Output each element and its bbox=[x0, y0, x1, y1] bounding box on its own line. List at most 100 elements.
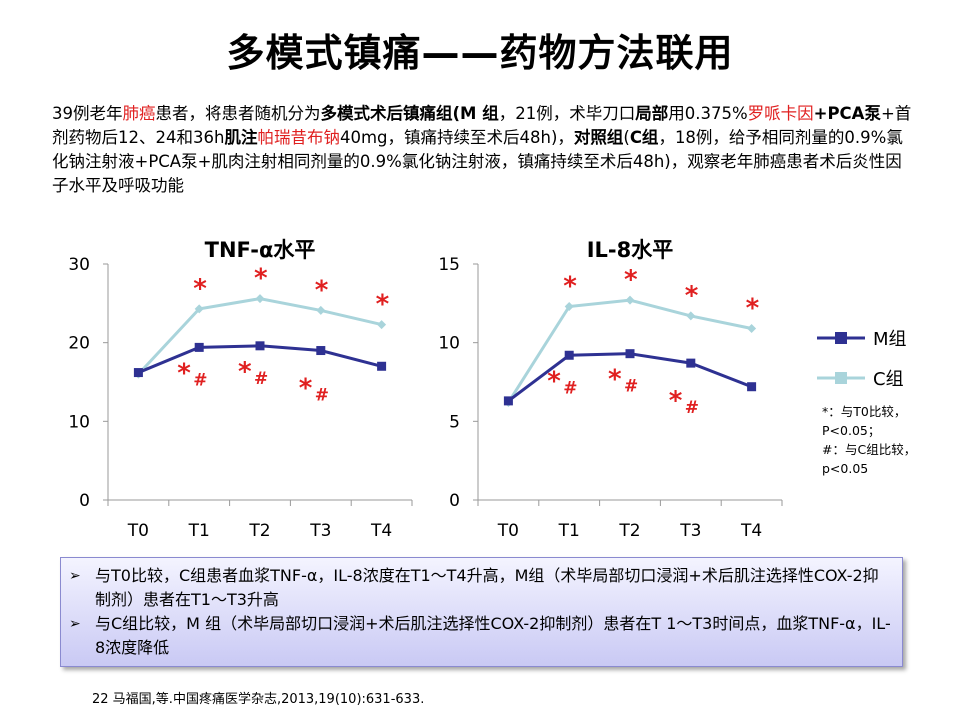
x-tick-label: T1 bbox=[558, 521, 580, 541]
data-point-m bbox=[133, 368, 143, 378]
x-tick-label: T3 bbox=[679, 521, 701, 541]
significance-star: * bbox=[254, 264, 268, 294]
data-point-c bbox=[564, 301, 574, 311]
intro-highlight: 罗哌卡因 bbox=[747, 104, 814, 123]
significance-star: * bbox=[669, 386, 683, 416]
intro-text: 40mg，镇痛持续至术后48h)， bbox=[339, 128, 574, 147]
data-point-m bbox=[194, 342, 204, 352]
arrow-bullet-icon: ➢ bbox=[69, 568, 81, 584]
intro-bold: M 组 bbox=[460, 104, 499, 123]
x-tick-label: T3 bbox=[309, 521, 331, 541]
significance-hash: # bbox=[254, 369, 268, 389]
legend-item-m: M组 bbox=[815, 318, 955, 358]
intro-bold: C组 bbox=[629, 128, 659, 147]
summary-text: 与T0比较，C组患者血浆TNF-α，IL-8浓度在T1～T4升高，M组（术毕局部… bbox=[95, 566, 879, 609]
x-tick-label: T2 bbox=[248, 521, 270, 541]
intro-text: +首剂药物后12、24和36h bbox=[52, 104, 912, 147]
note-line: P<0.05； bbox=[822, 423, 881, 438]
summary-box: ➢ 与T0比较，C组患者血浆TNF-α，IL-8浓度在T1～T4升高，M组（术毕… bbox=[60, 557, 903, 667]
x-tick-label: T0 bbox=[127, 521, 149, 541]
summary-text: 与C组比较，M 组（术毕局部切口浸润+术后肌注选择性COX-2抑制剂）患者在T … bbox=[95, 614, 891, 657]
data-point-c bbox=[686, 311, 696, 321]
intro-bold: 对照组 bbox=[573, 128, 624, 147]
y-tick-label: 5 bbox=[449, 412, 460, 432]
significance-hash: # bbox=[193, 370, 207, 390]
note-line: p<0.05 bbox=[822, 461, 869, 476]
data-point-c bbox=[377, 320, 387, 330]
significance-star: * bbox=[563, 271, 577, 301]
note-line: *：与T0比较， bbox=[822, 404, 907, 419]
series-line-c bbox=[137, 297, 382, 376]
y-tick-label: 30 bbox=[68, 255, 90, 275]
significance-star: * bbox=[624, 265, 638, 295]
intro-bold: + bbox=[813, 104, 828, 123]
data-point-c bbox=[194, 304, 204, 314]
intro-bold: ( bbox=[452, 104, 461, 123]
y-tick-label: 10 bbox=[68, 412, 90, 432]
data-point-m bbox=[747, 382, 757, 392]
y-tick-label: 10 bbox=[438, 334, 460, 354]
intro-bold: PCA泵 bbox=[827, 104, 881, 123]
data-point-m bbox=[316, 346, 326, 356]
intro-text: ，21例，术毕刀口 bbox=[498, 104, 636, 123]
intro-text: 患者，将患者随机分为 bbox=[155, 104, 321, 123]
intro-bold: 多模式术后镇痛组 bbox=[320, 104, 453, 123]
significance-star: * bbox=[177, 358, 191, 388]
y-tick-label: 0 bbox=[79, 491, 90, 511]
intro-paragraph: 39例老年肺癌患者，将患者随机分为多模式术后镇痛组(M 组，21例，术毕刀口局部… bbox=[52, 102, 912, 198]
arrow-bullet-icon: ➢ bbox=[69, 616, 81, 632]
legend-item-c: C组 bbox=[815, 358, 955, 398]
intro-text: 39例老年 bbox=[52, 104, 123, 123]
intro-text: 用0.375% bbox=[668, 104, 748, 123]
legend: M组 C组 bbox=[815, 318, 955, 398]
significance-hash: # bbox=[685, 398, 699, 418]
significance-hash: # bbox=[315, 386, 329, 406]
y-tick-label: 0 bbox=[449, 491, 460, 511]
x-tick-label: T2 bbox=[618, 521, 640, 541]
data-point-m bbox=[503, 396, 513, 406]
intro-text: ，18例，给予相同剂量的0.9%氯化钠注射液+PCA泵+肌肉注射相同剂量的0.9… bbox=[52, 128, 903, 195]
data-point-m bbox=[377, 361, 387, 371]
significance-star: * bbox=[193, 274, 207, 304]
data-point-c bbox=[625, 295, 635, 305]
significance-star: * bbox=[299, 374, 313, 404]
summary-item: ➢ 与T0比较，C组患者血浆TNF-α，IL-8浓度在T1～T4升高，M组（术毕… bbox=[69, 564, 894, 612]
significance-star: * bbox=[376, 290, 390, 320]
slide-title: 多模式镇痛——药物方法联用 bbox=[226, 31, 734, 75]
significance-star: * bbox=[746, 294, 760, 324]
significance-star: * bbox=[315, 275, 329, 305]
citation: 22 马福国,等.中国疼痛医学杂志,2013,19(10):631-633. bbox=[92, 692, 425, 707]
legend-label-m: M组 bbox=[873, 329, 907, 350]
significance-star: * bbox=[547, 366, 561, 396]
intro-text: ( bbox=[623, 128, 630, 147]
x-tick-label: T4 bbox=[370, 521, 392, 541]
data-point-c bbox=[316, 305, 326, 315]
summary-item: ➢ 与C组比较，M 组（术毕局部切口浸润+术后肌注选择性COX-2抑制剂）患者在… bbox=[69, 612, 894, 660]
intro-bold: 肌注 bbox=[224, 128, 258, 147]
data-point-m bbox=[255, 341, 265, 351]
data-point-m bbox=[686, 358, 696, 368]
note-line: #：与C组比较， bbox=[822, 442, 917, 457]
legend-label-c: C组 bbox=[873, 369, 904, 390]
legend-line-m-icon bbox=[817, 332, 865, 344]
x-tick-label: T0 bbox=[497, 521, 519, 541]
y-tick-label: 20 bbox=[68, 334, 90, 354]
legend-line-c-icon bbox=[817, 372, 865, 384]
chart-title: IL-8水平 bbox=[587, 238, 674, 262]
x-tick-label: T1 bbox=[188, 521, 210, 541]
data-point-m bbox=[625, 349, 635, 359]
chart-title: TNF-α水平 bbox=[205, 238, 316, 262]
significance-hash: # bbox=[563, 378, 577, 398]
significance-star: * bbox=[608, 365, 622, 395]
data-point-m bbox=[564, 350, 574, 360]
x-tick-label: T4 bbox=[740, 521, 762, 541]
significance-star: * bbox=[238, 357, 252, 387]
data-point-c bbox=[747, 324, 757, 334]
significance-note: *：与T0比较， P<0.05； #：与C组比较， p<0.05 bbox=[822, 402, 916, 478]
intro-highlight: 帕瑞昔布钠 bbox=[257, 128, 340, 147]
intro-highlight: 肺癌 bbox=[122, 104, 156, 123]
y-tick-label: 15 bbox=[438, 255, 460, 275]
intro-bold: 局部 bbox=[635, 104, 669, 123]
